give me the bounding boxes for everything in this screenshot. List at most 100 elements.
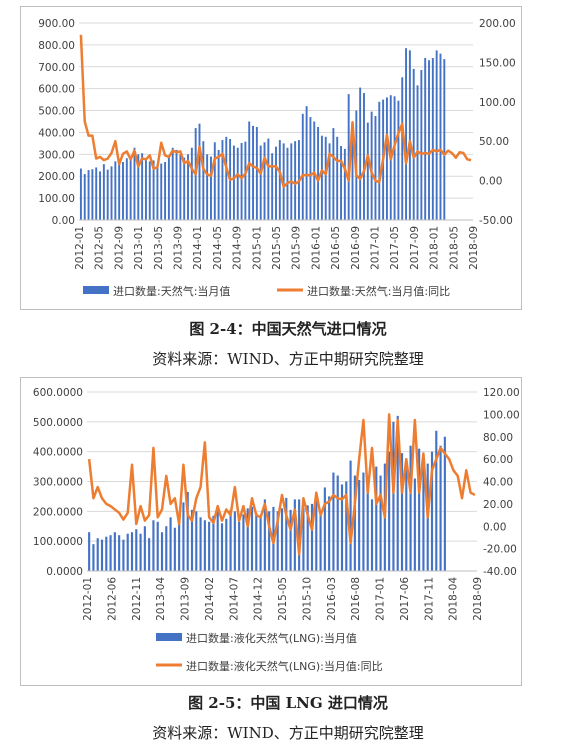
y-tick-label: 0.0000 [46, 566, 83, 578]
x-tick-label: 2014-01 [192, 226, 204, 270]
x-tick-label: 2018-09 [468, 226, 480, 270]
bar [393, 96, 396, 220]
bar [156, 521, 159, 571]
bar [268, 511, 271, 571]
legend-label: 进口数量:天然气:当月值 [113, 284, 230, 298]
y2-tick-label: 200.00 [479, 18, 516, 30]
bar [152, 160, 155, 220]
x-tick-label: 2014-05 [212, 226, 224, 270]
bar [167, 156, 170, 220]
bar [220, 523, 224, 571]
bar [122, 539, 125, 571]
y-tick-label: 600.0000 [33, 387, 83, 399]
bar [430, 451, 434, 571]
bar [83, 174, 86, 220]
bar [405, 466, 408, 571]
bar [315, 497, 318, 571]
x-tick-label: 2018-09 [472, 577, 484, 621]
bar [208, 521, 211, 571]
bar [202, 141, 205, 220]
x-tick-label: 2016-09 [350, 226, 362, 270]
x-tick-label: 2016-05 [330, 226, 342, 270]
y2-tick-label: 120.00 [483, 387, 520, 399]
bar [259, 515, 262, 571]
bar [353, 475, 356, 571]
bar [409, 445, 412, 571]
legend-label: 进口数量:液化天然气(LNG):当月值 [186, 631, 357, 645]
bar [79, 168, 82, 220]
y2-tick-label: 60.00 [483, 454, 513, 466]
bar [206, 154, 209, 220]
bar [388, 451, 391, 571]
figure-2-source: 资料来源：WIND、方正中期研究院整理 [152, 724, 424, 742]
chart-2-frame: 0.0000 100.0000 200.0000 300.0000 400.0000 50… [20, 377, 522, 686]
bar [129, 159, 132, 220]
bar [428, 60, 430, 220]
y2-tick-label: -50.00 [479, 215, 513, 227]
bar [126, 533, 129, 571]
bar [178, 521, 181, 571]
bar [225, 136, 228, 220]
x-tick-label: 2018-04 [448, 577, 460, 621]
x-tick-label: 2015-10 [301, 577, 313, 621]
bar [309, 117, 312, 220]
y2-tick-label: 20.00 [483, 499, 513, 511]
x-tick-label: 2012-11 [131, 577, 143, 621]
bar [385, 97, 388, 220]
bar [152, 520, 155, 571]
bar [370, 111, 373, 220]
bar [306, 505, 309, 571]
y-tick-label: 600.00 [38, 84, 75, 96]
y-tick-label: 900.00 [38, 18, 75, 30]
bar [259, 145, 262, 220]
bar [255, 126, 258, 220]
y-tick-label: 800.00 [38, 40, 75, 52]
bar [362, 472, 365, 571]
x-tick-label: 2015-05 [271, 226, 283, 270]
bar [175, 149, 178, 220]
y2-tick-label: 80.00 [483, 432, 513, 444]
bar [375, 466, 378, 571]
bar [141, 153, 144, 220]
x-tick-label: 2013-04 [155, 577, 167, 621]
bar [317, 126, 320, 220]
legend-bar-swatch [156, 633, 182, 641]
bar [100, 539, 104, 571]
bar [186, 491, 189, 571]
bar [263, 142, 266, 220]
bar [96, 538, 99, 571]
bar [246, 508, 249, 571]
bar [301, 113, 304, 220]
figure-1-source: 资料来源：WIND、方正中期研究院整理 [152, 350, 424, 368]
y-tick-label: 100.0000 [33, 536, 83, 548]
x-tick-label: 2017-06 [399, 577, 411, 621]
bar [351, 130, 354, 220]
bar [203, 520, 206, 571]
x-tick-label: 2015-01 [251, 226, 263, 270]
bar [379, 475, 382, 571]
bar [110, 166, 113, 220]
y-tick-label: 500.0000 [33, 417, 83, 429]
bar [210, 156, 212, 220]
figure-2-caption: 图 2-5：中国 LNG 进口情况 [188, 694, 388, 712]
bar [252, 125, 255, 220]
bar [347, 94, 350, 220]
bar [171, 147, 174, 220]
bar [313, 121, 316, 220]
bar [225, 518, 228, 571]
figure-1-caption: 图 2-4：中国天然气进口情况 [189, 320, 387, 338]
bar [293, 499, 296, 571]
bar [122, 161, 124, 220]
bar [99, 171, 101, 220]
y2-tick-label: -20.00 [483, 544, 517, 556]
bar [328, 143, 331, 220]
x-tick-label: 2017-01 [375, 577, 387, 621]
bar [135, 529, 138, 571]
bar [336, 136, 339, 220]
bar [232, 145, 235, 220]
y2-tick-label: 100.00 [479, 97, 516, 109]
bar [420, 70, 423, 220]
legend-label: 进口数量:液化天然气(LNG):当月值:同比 [186, 659, 383, 673]
x-tick-label: 2018-05 [448, 226, 460, 270]
bar [88, 532, 91, 571]
